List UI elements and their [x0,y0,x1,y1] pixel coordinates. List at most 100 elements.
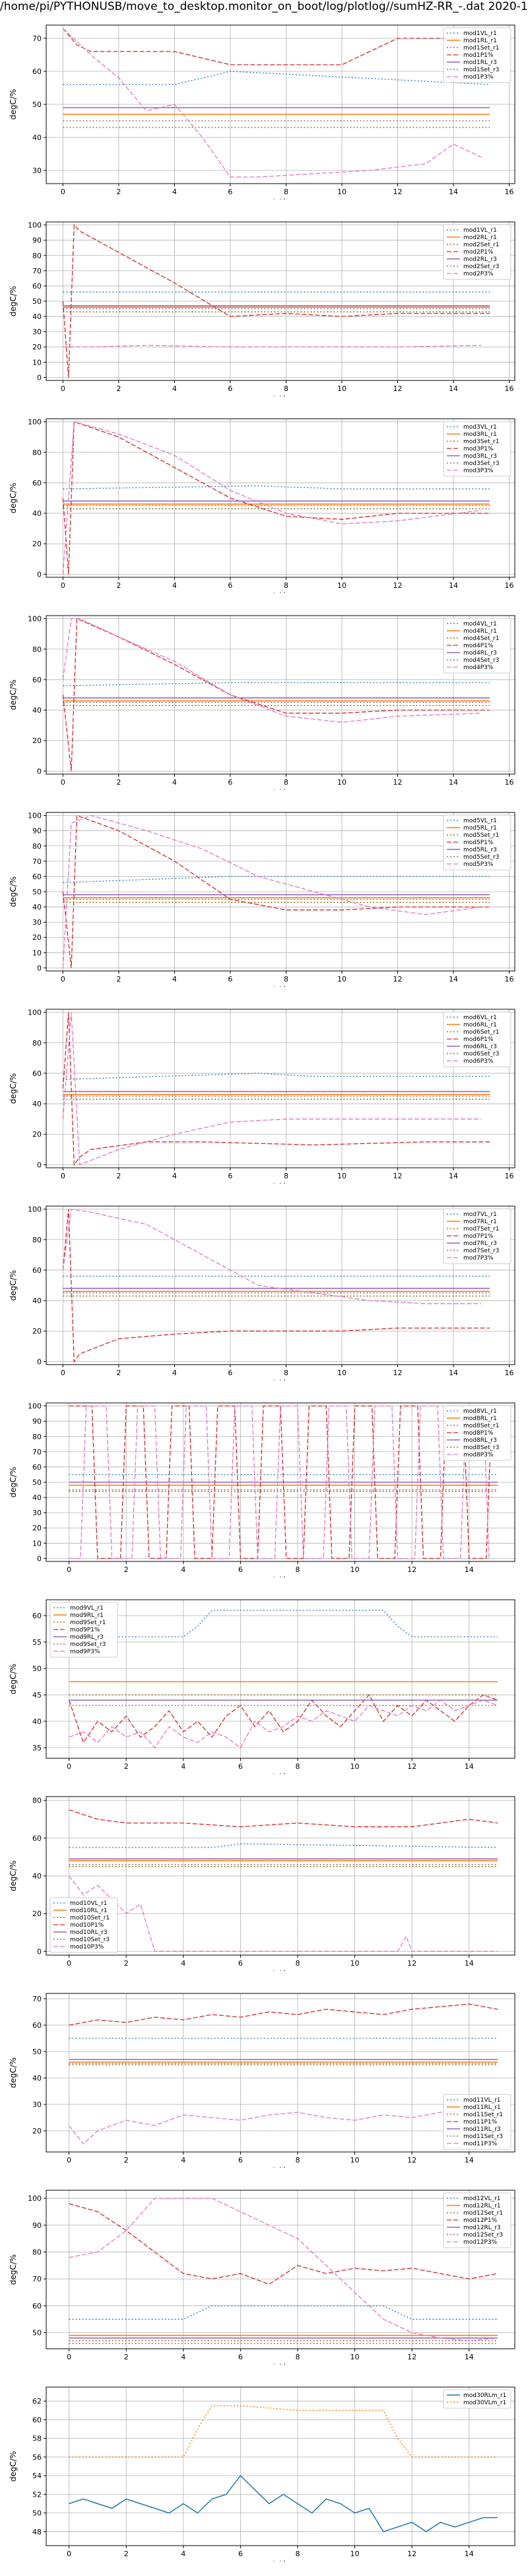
x-axis-label: t / h [273,2166,288,2168]
x-tick-label: 0 [61,975,65,984]
x-tick-label: 14 [449,778,458,787]
series-line-mod3VL_r1 [63,485,490,489]
x-tick-label: 14 [465,2156,474,2165]
legend-entry: mod1VL_r1 [463,227,497,234]
y-tick-label: 100 [28,2194,42,2203]
legend: mod1VL_r1mod1RL_r1mod1Set_r1mod1P1%mod1R… [443,27,512,83]
y-tick-label: 40 [32,2074,42,2083]
legend: mod4VL_r1mod4RL_r1mod4Set_r1mod4P1%mod4R… [443,618,512,674]
x-tick-label: 4 [172,581,177,590]
legend-entry: mod10RL_r1 [70,1908,108,1914]
y-tick-label: 80 [32,1433,42,1441]
x-tick-label: 12 [407,1565,416,1574]
y-tick-label: 0 [37,964,42,972]
x-tick-label: 8 [295,2550,300,2558]
y-tick-label: 40 [32,1717,42,1726]
series-line-mod12P3% [69,2198,498,2342]
legend-entry: mod10P1% [70,1922,104,1929]
x-tick-label: 0 [67,2550,71,2558]
y-axis-label: degC/% [9,483,18,513]
y-tick-label: 80 [32,1039,42,1048]
y-tick-label: 50 [32,2329,42,2338]
x-tick-label: 8 [295,1959,300,1968]
legend: mod3VL_r1mod3RL_r1mod3Set_r1mod3P1%mod3R… [443,421,512,477]
legend-entry: mod12VL_r1 [463,2196,501,2202]
y-tick-label: 100 [28,418,42,427]
series-line-mod11P1% [69,2003,498,2026]
y-tick-label: 62 [32,2397,42,2406]
x-tick-label: 14 [449,1369,458,1377]
x-axis-label: t / h [273,2363,288,2365]
chart-panel-4: 0 2 4 6 8 10 12 14 16 0 20 40 60 80 100 t / h degC/% mod4… [9,615,515,790]
legend-box [443,1011,512,1067]
series-line-mod4P1% [62,618,490,771]
legend-entry: mod8RL_r3 [463,1437,497,1444]
legend: mod11VL_r1mod11RL_r1mod11Set_r1mod11P1%m… [443,2094,512,2150]
x-tick-label: 4 [181,1959,185,1968]
plot-frame [46,1009,515,1168]
x-tick-label: 14 [449,975,458,984]
legend-entry: mod8RL_r1 [463,1415,497,1422]
legend-entry: mod6Set_r1 [463,1029,499,1036]
x-tick-label: 0 [67,2353,71,2361]
legend-entry: mod3P1% [463,446,494,452]
x-tick-label: 8 [284,188,288,196]
x-tick-label: 10 [350,2156,360,2165]
y-tick-label: 60 [32,67,42,76]
y-tick-label: 90 [32,1417,42,1426]
y-tick-label: 60 [32,1266,42,1275]
figure-title: /home/pi/PYTHONUSB/move_to_desktop.monit… [0,0,528,13]
x-tick-label: 10 [350,1959,360,1968]
legend-entry: mod8VL_r1 [463,1408,497,1415]
x-tick-label: 16 [505,384,514,393]
legend-entry: mod7P3% [463,1255,494,1262]
y-axis-label: degC/% [9,1664,18,1694]
x-tick-label: 0 [67,2156,71,2165]
x-tick-label: 4 [172,1369,177,1377]
x-tick-label: 6 [228,975,232,984]
plot-frame [46,1205,515,1365]
legend-entry: mod7VL_r1 [463,1211,497,1218]
y-tick-label: 0 [37,767,42,775]
x-tick-label: 0 [61,384,65,393]
legend-entry: mod11VL_r1 [463,2097,501,2104]
y-axis-label: degC/% [9,680,18,710]
y-tick-label: 60 [32,1069,42,1078]
y-tick-label: 50 [32,2509,42,2518]
legend: mod9VL_r1mod9RL_r1mod9Set_r1mod9P1%mod9R… [50,1602,118,1658]
legend-entry: mod4Set_r3 [463,657,499,664]
legend-entry: mod30VLm_r1 [463,2400,506,2406]
legend-box [443,224,512,280]
chart-panel-11: 0 2 4 6 8 10 12 14 20 30 40 50 60 70 t / h degC/% mod11V… [9,1993,515,2168]
legend-entry: mod6VL_r1 [463,1015,497,1021]
x-tick-label: 6 [238,1565,243,1574]
series-line-mod4VL_r1 [63,682,490,686]
x-tick-label: 6 [238,2550,243,2558]
y-tick-label: 60 [32,1463,42,1472]
legend-entry: mod4P1% [463,643,494,649]
x-tick-label: 6 [228,1369,232,1377]
x-tick-label: 8 [284,384,288,393]
x-tick-label: 14 [449,1172,458,1180]
series-line-mod5VL_r1 [63,876,490,883]
series-line-mod5P3% [62,814,482,968]
legend-entry: mod2P3% [463,271,494,277]
y-tick-label: 40 [32,1493,42,1502]
series-line-mod10P3% [69,1875,498,1952]
x-tick-label: 8 [284,1172,288,1180]
chart-panel-7: 0 2 4 6 8 10 12 14 16 0 20 40 60 80 100 t / h degC/% mod7… [9,1205,515,1380]
y-tick-label: 30 [32,918,42,927]
legend-entry: mod6P1% [463,1036,494,1043]
x-tick-label: 4 [181,2156,185,2165]
legend-entry: mod1VL_r1 [463,30,497,37]
series-line-mod6P3% [62,1012,482,1166]
x-tick-label: 4 [172,188,177,196]
x-tick-label: 12 [407,1762,416,1771]
x-tick-label: 12 [407,2550,416,2558]
y-axis-label: degC/% [9,2451,18,2482]
y-tick-label: 60 [32,282,42,291]
x-tick-label: 0 [67,1959,71,1968]
y-tick-label: 40 [32,312,42,321]
x-tick-label: 6 [238,1762,243,1771]
